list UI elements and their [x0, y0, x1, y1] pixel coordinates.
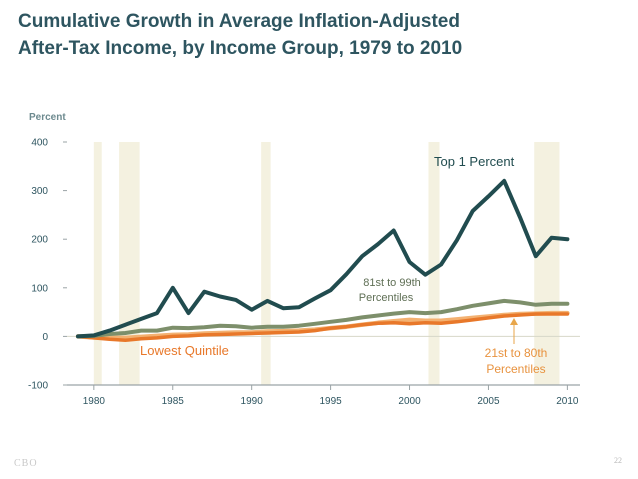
annotations: Percent Top 1 Percent 81st to 99th Perce…: [29, 112, 547, 376]
y-tick-label-200: 200: [31, 235, 48, 246]
title-line-2: After-Tax Income, by Income Group, 1979 …: [18, 38, 463, 59]
recession-band-3: [428, 142, 440, 385]
series-line-p81_99: [76, 298, 570, 339]
label-p81-line1: 81st to 99th: [363, 277, 421, 289]
x-tick-label-1995: 1995: [319, 396, 342, 407]
slide-title: Cumulative Growth in Average Inflation-A…: [18, 8, 618, 62]
label-p21-line2: Percentiles: [486, 362, 545, 376]
x-tick-label-1980: 1980: [83, 396, 106, 407]
y-tick-label--100: -100: [28, 381, 48, 392]
y-tick-label-100: 100: [31, 283, 48, 294]
recession-bands: [93, 142, 560, 385]
label-top1: Top 1 Percent: [434, 154, 515, 169]
recession-band-2: [261, 142, 271, 385]
y-axis: 400 300 200 100 0 -100: [28, 138, 580, 392]
x-tick-label-1990: 1990: [241, 396, 264, 407]
label-p21-line1: 21st to 80th: [485, 346, 548, 360]
x-tick-label-2010: 2010: [556, 396, 579, 407]
label-lowest: Lowest Quintile: [140, 343, 229, 358]
recession-band-1: [119, 142, 140, 385]
series-line-top1: [76, 178, 570, 339]
p21-arrow-head: [510, 318, 518, 325]
series-line-lowest: [76, 312, 570, 343]
title-line-1: Cumulative Growth in Average Inflation-A…: [18, 11, 460, 32]
x-axis: 1980 1985 1990 1995 2000 2005 2010: [67, 384, 580, 407]
recession-band-0: [93, 142, 102, 385]
y-tick-label-400: 400: [31, 138, 48, 149]
page-number: 22: [614, 456, 622, 465]
y-axis-title: Percent: [29, 112, 66, 123]
recession-band-4: [534, 142, 560, 385]
series-lines: [75, 178, 570, 343]
x-tick-label-2000: 2000: [398, 396, 421, 407]
x-tick-label-1985: 1985: [162, 396, 185, 407]
y-tick-label-0: 0: [42, 332, 48, 343]
cbo-logo: CBO: [14, 458, 38, 469]
x-tick-label-2005: 2005: [477, 396, 500, 407]
label-p81-line2: Percentiles: [359, 292, 414, 304]
y-tick-label-300: 300: [31, 186, 48, 197]
